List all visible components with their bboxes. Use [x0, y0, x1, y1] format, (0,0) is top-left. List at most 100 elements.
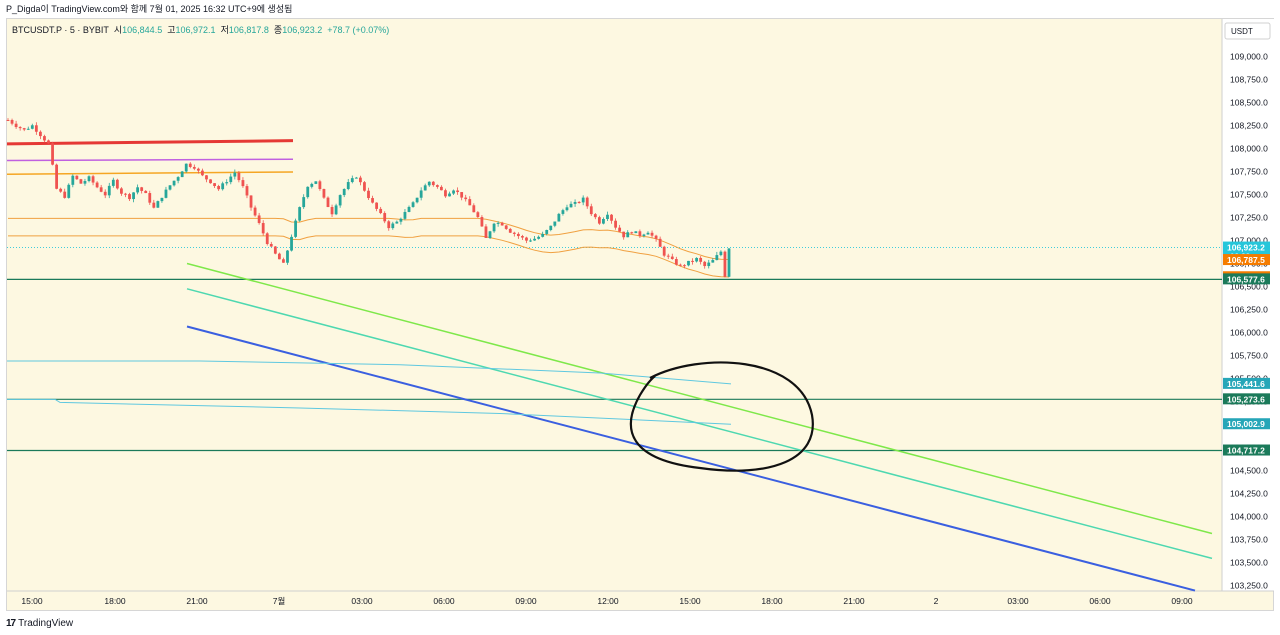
candle-body [124, 193, 127, 195]
candle-body [277, 253, 281, 260]
candle-body [306, 186, 310, 198]
x-tick-label: 06:00 [433, 596, 455, 606]
x-tick-label: 2 [934, 596, 939, 606]
candle-body [196, 168, 200, 171]
candle-body [265, 233, 269, 244]
candle-body [480, 217, 484, 227]
candle-body [180, 171, 184, 178]
x-tick-label: 15:00 [21, 596, 43, 606]
candle-body [63, 191, 67, 198]
candle-body [6, 119, 10, 121]
candle-body [67, 184, 71, 198]
candle-body [573, 201, 577, 204]
candle-body [330, 207, 334, 215]
change-value: +78.7 (+0.07%) [327, 25, 390, 35]
price-tag-box [1223, 418, 1270, 430]
candle-body [719, 251, 723, 256]
candle-body [593, 214, 597, 218]
currency-box [1224, 22, 1271, 40]
candle-body [606, 214, 609, 220]
price-tag-label: 106,577.6 [1227, 274, 1265, 284]
orange-level-line [6, 171, 294, 176]
candle-body [128, 194, 131, 200]
footer-brand[interactable]: TradingView [18, 617, 74, 629]
candle-body [407, 206, 411, 212]
candle-body [148, 193, 152, 203]
candle-body [715, 255, 719, 261]
candle-body [164, 189, 168, 198]
candle-body [387, 221, 391, 229]
candle-body [476, 212, 480, 218]
candle-body [533, 238, 536, 241]
open-value: 106,844.5 [122, 25, 163, 35]
green-trend-line [186, 262, 1213, 535]
candle-body [399, 218, 403, 222]
candle-body [626, 232, 630, 238]
candle-body [269, 243, 273, 247]
y-tick-label: 103,750.0 [1230, 535, 1268, 545]
candle-body [302, 197, 306, 208]
candle-body [47, 140, 50, 144]
y-tick-label: 104,250.0 [1230, 489, 1268, 499]
candle-body [549, 225, 553, 231]
candle-body [152, 202, 156, 208]
candle-body [298, 207, 302, 221]
candle-body [209, 179, 212, 184]
candle-body [326, 197, 330, 208]
candle-body [156, 201, 160, 208]
candle-body [75, 175, 79, 180]
chart-area[interactable] [6, 18, 1274, 611]
candle-body [638, 231, 642, 236]
candle-body [589, 206, 593, 215]
symbol-label[interactable]: BTCUSDT.P · 5 · BYBIT [12, 25, 109, 35]
blue-trend-line [186, 325, 1196, 592]
candle-body [508, 228, 512, 233]
candle-body [314, 181, 318, 184]
price-tag-label: 106,923.2 [1227, 243, 1265, 253]
candle-body [622, 231, 626, 238]
ohlc-legend: BTCUSDT.P · 5 · BYBIT 시106,844.5 고106,97… [12, 23, 389, 36]
candle-body [172, 180, 176, 186]
price-tag-label: 105,002.9 [1227, 419, 1265, 429]
currency-label: USDT [1231, 27, 1253, 36]
candle-body [468, 199, 472, 206]
y-tick-label: 104,500.0 [1230, 466, 1268, 476]
candle-body [120, 188, 123, 194]
candle-body [646, 232, 650, 235]
candle-body [666, 255, 670, 257]
high-label: 고 [167, 25, 176, 35]
candle-body [318, 181, 322, 190]
candle-body [415, 197, 419, 203]
candle-body [585, 197, 589, 207]
close-value: 106,923.2 [282, 25, 323, 35]
candle-body [205, 175, 208, 180]
candle-body [678, 264, 682, 266]
candle-body [464, 197, 468, 200]
candle-body [541, 233, 545, 237]
cyan-line-upper [7, 360, 732, 385]
y-tick-label: 104,000.0 [1230, 512, 1268, 522]
candle-body [188, 163, 192, 167]
open-label: 시 [113, 25, 123, 35]
candle-body [160, 197, 164, 202]
low-label: 저 [220, 25, 229, 35]
purple-level-line [6, 158, 294, 162]
price-tag-box [1223, 393, 1270, 405]
x-tick-label: 03:00 [1007, 596, 1029, 606]
y-tick-label: 107,500.0 [1230, 190, 1268, 200]
y-tick-label: 108,750.0 [1230, 75, 1268, 85]
high-value: 106,972.1 [175, 25, 216, 35]
candle-body [695, 257, 698, 262]
y-tick-label: 108,500.0 [1230, 98, 1268, 108]
candle-body [168, 185, 172, 190]
candle-body [419, 190, 423, 198]
price-tag-label: 105,273.6 [1227, 394, 1265, 404]
candle-body [87, 176, 91, 182]
candle-body [249, 195, 253, 208]
candle-body [460, 192, 464, 198]
candle-body [229, 176, 233, 183]
candle-body [561, 210, 565, 214]
y-tick-label: 103,250.0 [1230, 581, 1268, 591]
price-tag-box [1223, 273, 1270, 285]
